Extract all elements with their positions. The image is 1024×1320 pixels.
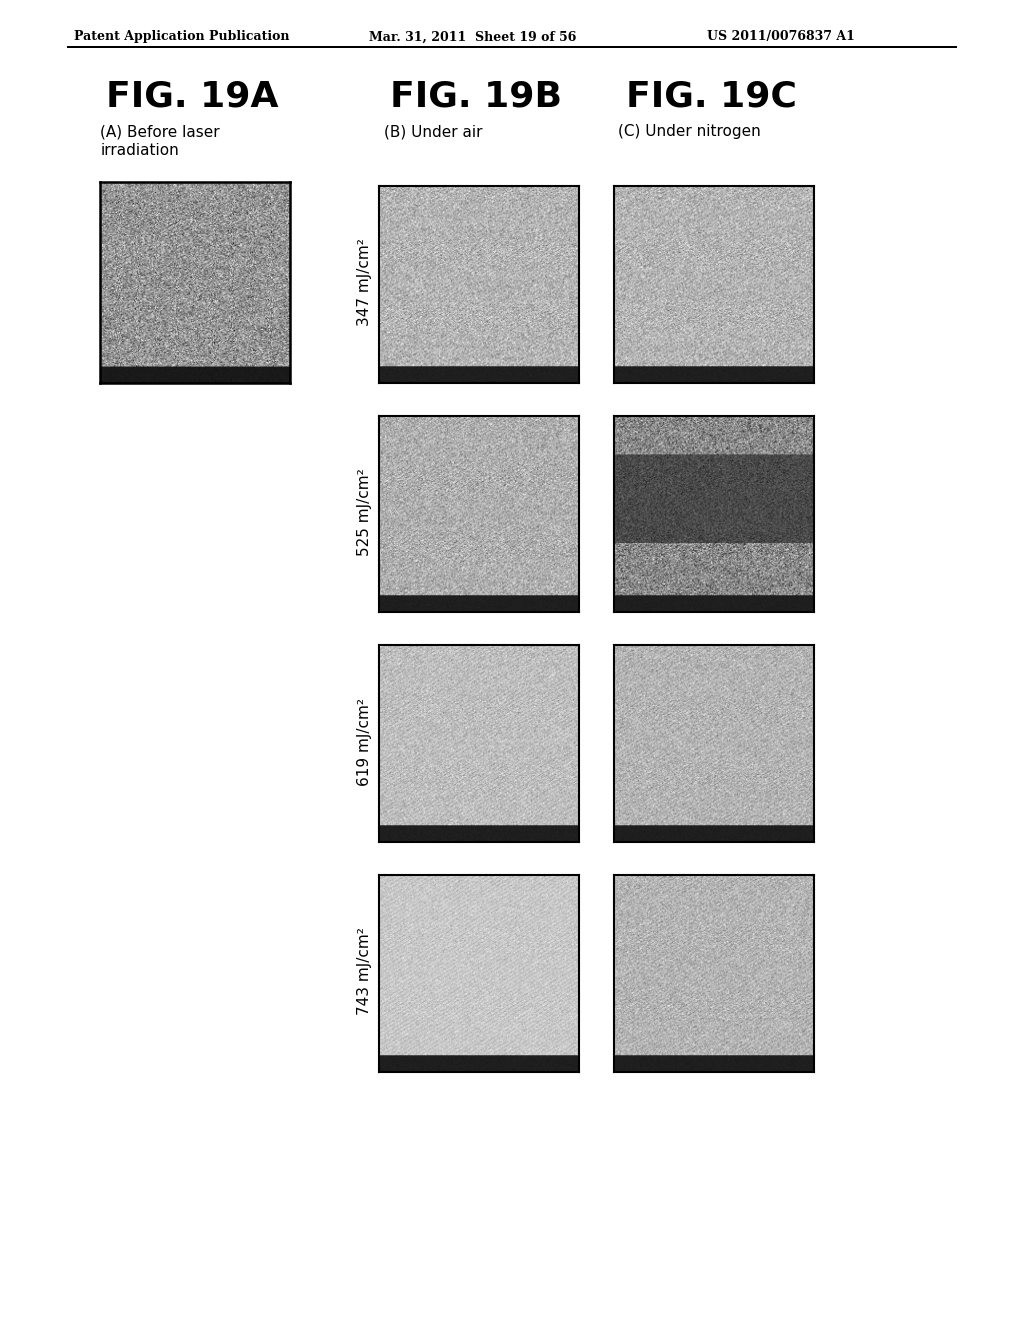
Text: US 2011/0076837 A1: US 2011/0076837 A1 (707, 30, 854, 44)
Text: Mar. 31, 2011  Sheet 19 of 56: Mar. 31, 2011 Sheet 19 of 56 (369, 30, 577, 44)
Text: 619 mJ/cm²: 619 mJ/cm² (356, 698, 372, 785)
Text: 743 mJ/cm²: 743 mJ/cm² (356, 928, 372, 1015)
Text: FIG. 19B: FIG. 19B (390, 79, 562, 114)
Text: FIG. 19C: FIG. 19C (627, 79, 797, 114)
Text: FIG. 19A: FIG. 19A (106, 79, 279, 114)
Text: (C) Under nitrogen: (C) Under nitrogen (618, 124, 761, 139)
Text: Patent Application Publication: Patent Application Publication (74, 30, 289, 44)
Text: (B) Under air: (B) Under air (384, 124, 482, 139)
Text: 525 mJ/cm²: 525 mJ/cm² (356, 469, 372, 556)
Text: 347 mJ/cm²: 347 mJ/cm² (356, 239, 372, 326)
Text: (A) Before laser
irradiation: (A) Before laser irradiation (100, 124, 220, 157)
